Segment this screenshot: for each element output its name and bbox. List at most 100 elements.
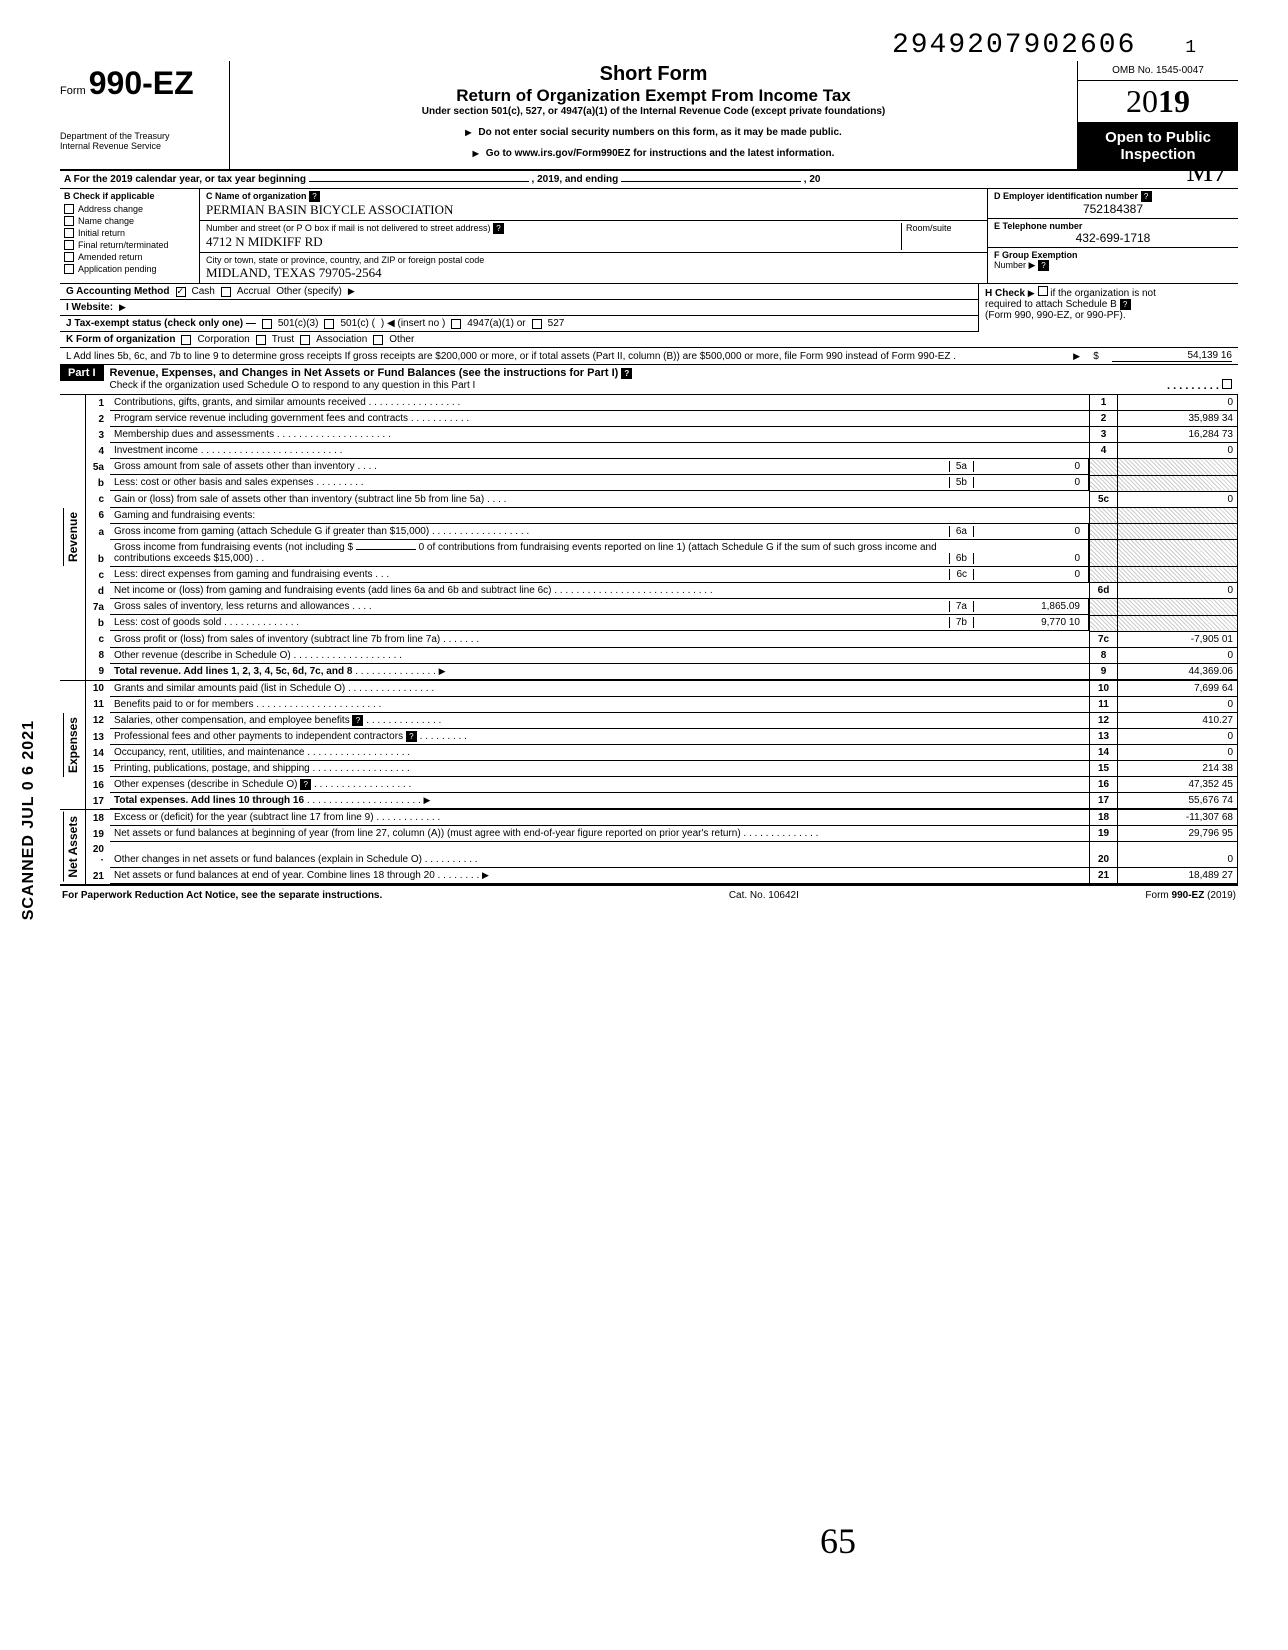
help-icon[interactable]: ? <box>1141 191 1152 202</box>
help-icon[interactable]: ? <box>493 223 504 234</box>
line-i: I Website: <box>60 300 978 316</box>
line-7a: 7aGross sales of inventory, less returns… <box>86 599 1238 616</box>
chk-schedule-b[interactable] <box>1038 286 1048 296</box>
line-21: 21Net assets or fund balances at end of … <box>86 868 1238 884</box>
help-icon[interactable]: ? <box>352 715 363 726</box>
chk-initial-return[interactable]: Initial return <box>60 227 199 239</box>
form-header: Form 990-EZ Department of the Treasury I… <box>60 61 1238 171</box>
form-prefix: Form <box>60 85 86 97</box>
dept-block: Department of the Treasury Internal Reve… <box>60 132 223 152</box>
addr-value: 4712 N MIDKIFF RD <box>206 234 323 249</box>
scanned-stamp: SCANNED JUL 0 6 2021 <box>20 720 38 920</box>
line-2: 2Program service revenue including gover… <box>86 411 1238 427</box>
line-5a: 5aGross amount from sale of assets other… <box>86 459 1238 476</box>
line-10: 10Grants and similar amounts paid (list … <box>86 681 1238 697</box>
line-20: 20 ·Other changes in net assets or fund … <box>86 842 1238 868</box>
chk-trust[interactable] <box>256 335 266 345</box>
chk-corporation[interactable] <box>181 335 191 345</box>
form-number-value: 990-EZ <box>89 65 194 101</box>
help-icon[interactable]: ? <box>300 779 311 790</box>
chk-amended-return[interactable]: Amended return <box>60 251 199 263</box>
form-right: OMB No. 1545-0047 2019 Open to Public In… <box>1078 61 1238 169</box>
line-14: 14Occupancy, rent, utilities, and mainte… <box>86 745 1238 761</box>
line-19: 19Net assets or fund balances at beginni… <box>86 826 1238 842</box>
line-6a: aGross income from gaming (attach Schedu… <box>86 523 1238 540</box>
ein-row: D Employer identification number ? 75218… <box>988 189 1238 219</box>
net-assets-table: 18Excess or (deficit) for the year (subt… <box>86 810 1238 884</box>
doc-number-value: 2949207902606 <box>892 30 1136 61</box>
line-6c: cLess: direct expenses from gaming and f… <box>86 567 1238 583</box>
form-left: Form 990-EZ Department of the Treasury I… <box>60 61 230 169</box>
chk-501c[interactable] <box>324 319 334 329</box>
line-3: 3Membership dues and assessments . . . .… <box>86 427 1238 443</box>
expenses-section: Expenses 10Grants and similar amounts pa… <box>60 681 1238 810</box>
chk-501c3[interactable] <box>262 319 272 329</box>
section-d-e-f: D Employer identification number ? 75218… <box>988 189 1238 283</box>
section-b: B Check if applicable Address change Nam… <box>60 189 200 283</box>
form-title-1: Short Form <box>240 63 1067 86</box>
form-year: 2019 <box>1078 81 1238 123</box>
phone-value: 432-699-1718 <box>994 231 1232 245</box>
help-icon[interactable]: ? <box>309 191 320 202</box>
line-12: 12Salaries, other compensation, and empl… <box>86 712 1238 728</box>
line-l: L Add lines 5b, 6c, and 7b to line 9 to … <box>60 348 1238 365</box>
form-note-2: Go to www.irs.gov/Form990EZ for instruct… <box>240 148 1067 159</box>
chk-4947[interactable] <box>451 319 461 329</box>
document-number: 2949207902606 1 <box>60 30 1238 61</box>
line-6d: dNet income or (loss) from gaming and fu… <box>86 583 1238 599</box>
handwriting-65: 65 <box>820 1520 856 1562</box>
block-b-to-f: B Check if applicable Address change Nam… <box>60 189 1238 284</box>
line-11: 11Benefits paid to or for members . . . … <box>86 696 1238 712</box>
expenses-table: 10Grants and similar amounts paid (list … <box>86 681 1238 809</box>
chk-527[interactable] <box>532 319 542 329</box>
part-1-header: Part I Revenue, Expenses, and Changes in… <box>60 365 1238 395</box>
line-5b: bLess: cost or other basis and sales exp… <box>86 475 1238 491</box>
chk-other-org[interactable] <box>373 335 383 345</box>
line-16: 16Other expenses (describe in Schedule O… <box>86 777 1238 793</box>
footer-right: Form 990-EZ (2019) <box>1145 890 1236 901</box>
line-5c: cGain or (loss) from sale of assets othe… <box>86 491 1238 507</box>
page-number-top: 1 <box>1185 38 1198 58</box>
chk-final-return[interactable]: Final return/terminated <box>60 239 199 251</box>
addr-row: Number and street (or P O box if mail is… <box>200 221 987 253</box>
line-j: J Tax-exempt status (check only one) — 5… <box>60 316 978 332</box>
line-1: 1Contributions, gifts, grants, and simil… <box>86 395 1238 411</box>
section-b-header: B Check if applicable <box>60 189 199 203</box>
line-6: 6Gaming and fundraising events: <box>86 507 1238 523</box>
line-9: 9Total revenue. Add lines 1, 2, 3, 4, 5c… <box>86 663 1238 679</box>
help-icon[interactable]: ? <box>1038 260 1049 271</box>
chk-association[interactable] <box>300 335 310 345</box>
phone-row: E Telephone number 432-699-1718 <box>988 219 1238 248</box>
group-exemption-row: F Group Exemption Number ? <box>988 248 1238 273</box>
help-icon[interactable]: ? <box>621 368 632 379</box>
ein-value: 752184387 <box>994 202 1232 216</box>
chk-accrual[interactable] <box>221 287 231 297</box>
line-l-amount: 54,139 16 <box>1112 350 1232 362</box>
form-title-2: Return of Organization Exempt From Incom… <box>240 86 1067 106</box>
line-a: A For the 2019 calendar year, or tax yea… <box>60 171 1238 189</box>
chk-cash[interactable] <box>176 287 186 297</box>
help-icon[interactable]: ? <box>406 731 417 742</box>
form-number: Form 990-EZ <box>60 65 223 102</box>
chk-schedule-o[interactable] <box>1222 379 1232 389</box>
line-18: 18Excess or (deficit) for the year (subt… <box>86 810 1238 826</box>
chk-application-pending[interactable]: Application pending <box>60 263 199 275</box>
city-value: MIDLAND, TEXAS 79705-2564 <box>206 265 382 280</box>
footer-left: For Paperwork Reduction Act Notice, see … <box>62 890 382 901</box>
line-4: 4Investment income . . . . . . . . . . .… <box>86 443 1238 459</box>
line-13: 13Professional fees and other payments t… <box>86 728 1238 744</box>
line-17: 17Total expenses. Add lines 10 through 1… <box>86 793 1238 809</box>
chk-address-change[interactable]: Address change <box>60 203 199 215</box>
part-1-label: Part I <box>60 365 104 381</box>
line-7c: cGross profit or (loss) from sales of in… <box>86 631 1238 647</box>
section-c: C Name of organization ? PERMIAN BASIN B… <box>200 189 988 283</box>
page-footer: For Paperwork Reduction Act Notice, see … <box>60 886 1238 905</box>
revenue-table: 1Contributions, gifts, grants, and simil… <box>86 395 1238 680</box>
org-name-value: PERMIAN BASIN BICYCLE ASSOCIATION <box>206 202 453 217</box>
help-icon[interactable]: ? <box>1120 299 1131 310</box>
omb-number: OMB No. 1545-0047 <box>1078 61 1238 81</box>
chk-name-change[interactable]: Name change <box>60 215 199 227</box>
line-7b: bLess: cost of goods sold . . . . . . . … <box>86 615 1238 631</box>
handwriting-m7: M7 <box>1186 155 1228 189</box>
line-15: 15Printing, publications, postage, and s… <box>86 761 1238 777</box>
